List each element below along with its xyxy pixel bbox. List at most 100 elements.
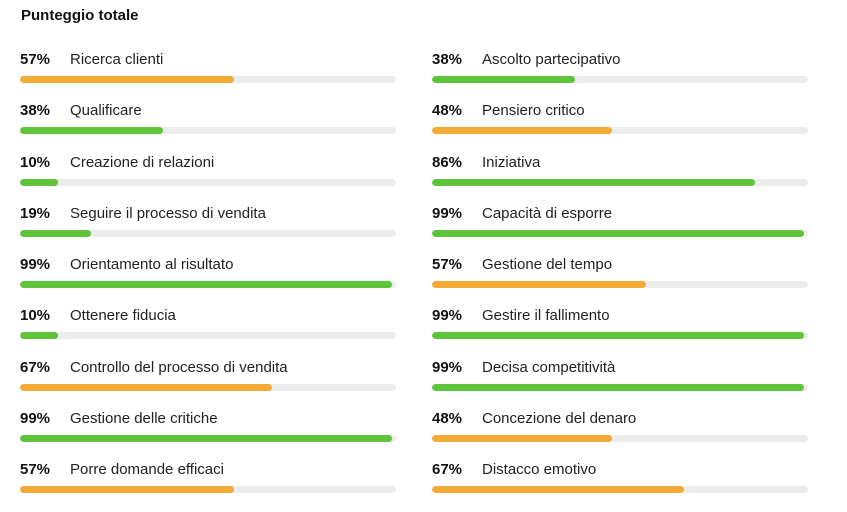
- score-bar-track: [432, 383, 808, 391]
- score-label: Gestire il fallimento: [482, 307, 610, 325]
- score-row-header: 10% Ottenere fiducia: [20, 306, 176, 326]
- score-row: 10% Creazione di relazioni: [20, 153, 396, 204]
- score-row-header: 99% Gestione delle critiche: [20, 409, 218, 429]
- score-bar-fill: [20, 383, 272, 391]
- score-row-header: 48% Concezione del denaro: [432, 409, 636, 429]
- score-bar-track: [432, 178, 808, 186]
- score-label: Creazione di relazioni: [70, 153, 215, 171]
- score-label: Gestione del tempo: [482, 256, 613, 274]
- score-row: 57% Ricerca clienti: [20, 50, 396, 101]
- score-row-header: 38% Qualificare: [20, 101, 142, 121]
- score-row-header: 38% Ascolto partecipativo: [432, 50, 620, 70]
- score-bar-track: [20, 332, 396, 340]
- score-bar-fill: [432, 127, 613, 135]
- score-percent: 19%: [20, 204, 51, 222]
- score-row: 67% Controllo del processo di vendita: [20, 358, 396, 409]
- score-row-header: 57% Porre domande efficaci: [20, 460, 224, 480]
- score-bar-track: [432, 332, 808, 340]
- score-bar-fill: [20, 435, 393, 443]
- score-percent: 86%: [432, 153, 463, 171]
- score-percent: 99%: [432, 307, 463, 325]
- score-bar-fill: [432, 281, 647, 289]
- score-label: Decisa competitività: [482, 358, 616, 376]
- score-label: Capacità di esporre: [482, 204, 613, 222]
- score-bar-fill: [20, 281, 393, 289]
- score-row: 99% Gestione delle critiche: [20, 409, 396, 460]
- score-percent: 67%: [20, 358, 51, 376]
- score-percent: 99%: [20, 256, 51, 274]
- score-row: 48% Pensiero critico: [432, 101, 808, 152]
- score-column-right: 38% Ascolto partecipativo 48% Pensiero crit…: [432, 50, 808, 512]
- score-label: Seguire il processo di vendita: [70, 204, 266, 222]
- score-row: 86% Iniziativa: [432, 153, 808, 204]
- score-bar-track: [432, 76, 808, 83]
- score-label: Controllo del processo di vendita: [70, 358, 288, 376]
- score-row-header: 57% Ricerca clienti: [20, 50, 163, 70]
- score-bar-track: [432, 281, 808, 289]
- score-percent: 67%: [432, 461, 463, 479]
- score-row-header: 57% Gestione del tempo: [432, 255, 612, 275]
- score-bar-fill: [432, 435, 613, 443]
- score-row: 48% Concezione del denaro: [432, 409, 808, 460]
- score-bar-fill: [432, 229, 805, 237]
- score-row-header: 99% Capacità di esporre: [432, 204, 612, 224]
- score-percent: 10%: [20, 153, 51, 171]
- score-bar-track: [20, 229, 396, 237]
- score-percent: 99%: [20, 410, 51, 428]
- score-row: 67% Distacco emotivo: [432, 460, 808, 511]
- score-row: 19% Seguire il processo di vendita: [20, 204, 396, 255]
- score-label: Concezione del denaro: [482, 410, 637, 428]
- score-bar-fill: [20, 229, 92, 237]
- score-label: Ricerca clienti: [70, 51, 164, 68]
- score-percent: 38%: [20, 102, 51, 120]
- score-percent: 57%: [20, 51, 51, 68]
- score-label: Orientamento al risultato: [70, 256, 234, 274]
- score-bar-track: [20, 486, 396, 494]
- score-column-left: 57% Ricerca clienti 38% Qualificare 10% Creaz…: [20, 50, 396, 512]
- score-bar-track: [20, 127, 396, 135]
- score-bar-track: [20, 435, 396, 443]
- score-bar-fill: [432, 332, 805, 340]
- score-bar-track: [432, 229, 808, 237]
- score-bar-fill: [20, 332, 58, 340]
- score-bar-fill: [20, 76, 235, 83]
- score-label: Distacco emotivo: [482, 461, 597, 479]
- score-row: 99% Orientamento al risultato: [20, 255, 396, 306]
- score-label: Gestione delle critiche: [70, 410, 218, 428]
- score-label: Qualificare: [70, 102, 142, 120]
- score-row: 57% Porre domande efficaci: [20, 460, 396, 511]
- score-row-header: 48% Pensiero critico: [432, 101, 585, 121]
- score-row: 99% Capacità di esporre: [432, 204, 808, 255]
- score-row-header: 19% Seguire il processo di vendita: [20, 204, 266, 224]
- score-row-header: 99% Orientamento al risultato: [20, 255, 233, 275]
- score-row-header: 67% Controllo del processo di vendita: [20, 358, 288, 378]
- score-row-header: 99% Decisa competitività: [432, 358, 615, 378]
- score-bar-fill: [20, 178, 58, 186]
- score-bar-track: [20, 76, 396, 83]
- score-bar-track: [432, 435, 808, 443]
- score-label: Porre domande efficaci: [70, 461, 224, 479]
- score-bar-track: [432, 127, 808, 135]
- score-row-header: 86% Iniziativa: [432, 153, 540, 173]
- score-bar-track: [432, 486, 808, 494]
- score-percent: 57%: [20, 461, 51, 479]
- score-bar-fill: [432, 486, 684, 494]
- score-row: 10% Ottenere fiducia: [20, 306, 396, 357]
- score-row: 38% Qualificare: [20, 101, 396, 152]
- score-bar-track: [20, 281, 396, 289]
- score-label: Ottenere fiducia: [70, 307, 176, 325]
- score-row: 99% Gestire il fallimento: [432, 306, 808, 357]
- score-row-header: 67% Distacco emotivo: [432, 460, 596, 480]
- score-bar-track: [20, 383, 396, 391]
- score-bar-track: [20, 178, 396, 186]
- score-label: Iniziativa: [482, 153, 541, 171]
- score-percent: 99%: [432, 358, 463, 376]
- score-row-header: 99% Gestire il fallimento: [432, 306, 610, 326]
- score-row: 38% Ascolto partecipativo: [432, 50, 808, 101]
- score-bar-fill: [432, 76, 575, 83]
- score-bar-fill: [20, 127, 163, 135]
- score-label: Ascolto partecipativo: [482, 51, 621, 68]
- score-percent: 10%: [20, 307, 51, 325]
- score-percent: 99%: [432, 204, 463, 222]
- score-percent: 48%: [432, 410, 463, 428]
